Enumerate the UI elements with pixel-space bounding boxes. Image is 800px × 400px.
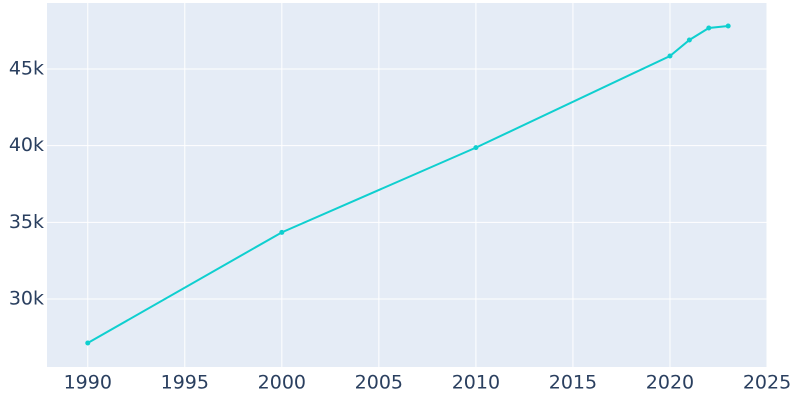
x-tick-label: 2005 [355, 372, 403, 394]
y-tick-label: 35k [9, 211, 44, 233]
point [706, 25, 712, 31]
x-tick-label: 2000 [258, 372, 306, 394]
x-tick-label: 1990 [64, 372, 112, 394]
x-tick-label: 2010 [452, 372, 500, 394]
point [279, 229, 285, 235]
x-tick-label: 2015 [549, 372, 597, 394]
x-tick-label: 2020 [646, 372, 694, 394]
point [85, 340, 91, 346]
y-tick-label: 40k [9, 134, 44, 156]
point [725, 23, 731, 29]
plot-area [47, 3, 767, 367]
x-tick-label: 2025 [743, 372, 791, 394]
x-tick-label: 1995 [161, 372, 209, 394]
y-tick-label: 45k [9, 57, 44, 79]
point [686, 37, 692, 43]
point [667, 53, 673, 59]
point [473, 145, 479, 151]
y-tick-label: 30k [9, 288, 44, 310]
